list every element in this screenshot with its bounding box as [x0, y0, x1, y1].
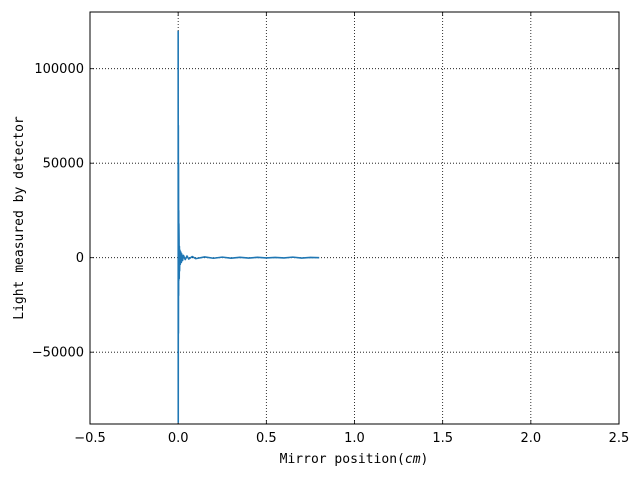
- x-tick-label: 0.0: [168, 431, 189, 446]
- x-tick-label: 2.0: [520, 431, 541, 446]
- x-tick-label: 2.5: [609, 431, 630, 446]
- grid: [89, 12, 620, 424]
- y-axis-label: Light measured by detector: [12, 116, 27, 320]
- plot-frame: [89, 11, 620, 425]
- series-line-0: [177, 30, 320, 423]
- y-tick-labels: −50000 0 50000 100000: [32, 62, 84, 360]
- x-tick-label: 1.5: [432, 431, 453, 446]
- x-axis-label: Mirror position(cm): [280, 452, 429, 467]
- y-tick-label: −50000: [32, 346, 84, 361]
- x-tick-labels: −0.5 0.0 0.5 1.0 1.5 2.0 2.5: [74, 431, 629, 446]
- y-tick-label: 100000: [34, 62, 84, 77]
- x-tick-label: 0.5: [256, 431, 277, 446]
- x-tick-label: 1.0: [344, 431, 365, 446]
- series-layer: [177, 30, 320, 423]
- y-tick-label: 0: [76, 251, 84, 266]
- y-tick-label: 50000: [43, 157, 84, 172]
- tick-marks: [89, 12, 620, 424]
- x-tick-label: −0.5: [74, 431, 106, 446]
